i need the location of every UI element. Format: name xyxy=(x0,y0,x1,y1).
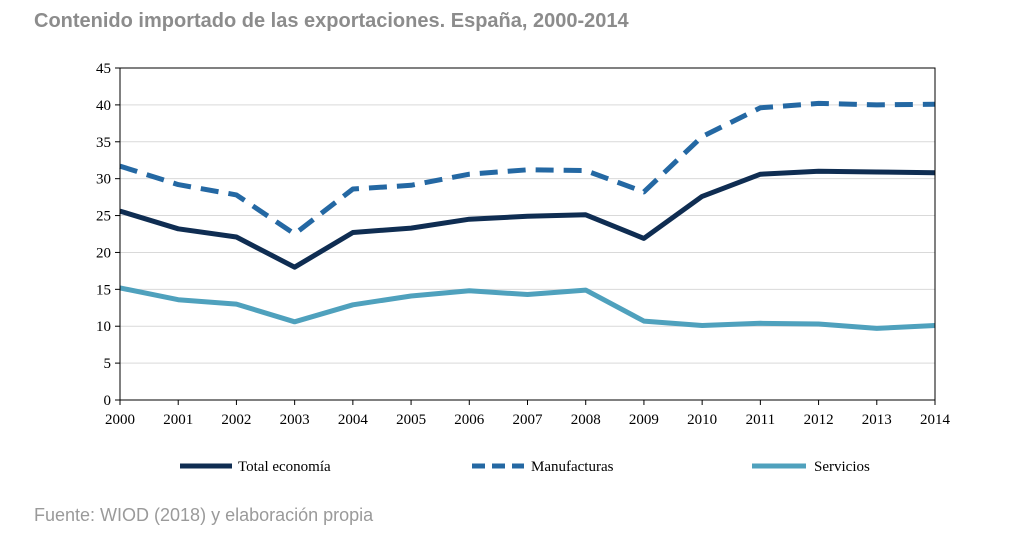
legend-label: Manufacturas xyxy=(531,459,614,475)
x-axis-ticks: 2000 2001 2002 2003 2004 2005 2006 2007 2008 2009… xyxy=(105,400,951,428)
x-tick-label: 2012 xyxy=(804,412,834,428)
y-tick-label: 20 xyxy=(96,245,111,261)
x-tick-label: 2003 xyxy=(280,412,310,428)
source-note: Fuente: WIOD (2018) y elaboración propia xyxy=(34,505,374,525)
x-tick-label: 2006 xyxy=(454,412,485,428)
y-tick-label: 40 xyxy=(96,98,111,114)
series-line-manufacturas xyxy=(119,100,936,237)
x-tick-label: 2005 xyxy=(396,412,426,428)
x-tick-label: 2009 xyxy=(629,412,659,428)
x-tick-label: 2010 xyxy=(687,412,717,428)
y-tick-label: 15 xyxy=(96,282,111,298)
y-tick-label: 5 xyxy=(104,356,112,372)
x-tick-label: 2008 xyxy=(571,412,601,428)
y-tick-label: 45 xyxy=(96,61,111,77)
x-tick-label: 2014 xyxy=(920,412,951,428)
legend-label: Servicios xyxy=(814,459,870,475)
plot-frame xyxy=(119,67,936,401)
x-tick-label: 2007 xyxy=(513,412,544,428)
x-tick-label: 2011 xyxy=(746,412,775,428)
x-tick-label: 2004 xyxy=(338,412,369,428)
y-tick-label: 30 xyxy=(96,172,111,188)
series-line-servicios xyxy=(119,285,936,331)
y-axis-ticks: 0 5 10 15 20 25 30 35 40 45 xyxy=(96,61,120,409)
chart-legend: Total economía Manufacturas Servicios xyxy=(180,459,870,475)
chart-series xyxy=(119,100,936,331)
legend-label: Total economía xyxy=(238,459,331,475)
x-tick-label: 2000 xyxy=(105,412,135,428)
y-tick-label: 25 xyxy=(96,209,111,225)
y-tick-label: 0 xyxy=(104,393,112,409)
x-tick-label: 2013 xyxy=(862,412,892,428)
y-tick-label: 35 xyxy=(96,135,111,151)
chart-title: Contenido importado de las exportaciones… xyxy=(34,10,629,32)
y-tick-label: 10 xyxy=(96,319,111,335)
x-tick-label: 2001 xyxy=(163,412,193,428)
series-line-total-economia xyxy=(119,168,936,270)
x-tick-label: 2002 xyxy=(221,412,251,428)
